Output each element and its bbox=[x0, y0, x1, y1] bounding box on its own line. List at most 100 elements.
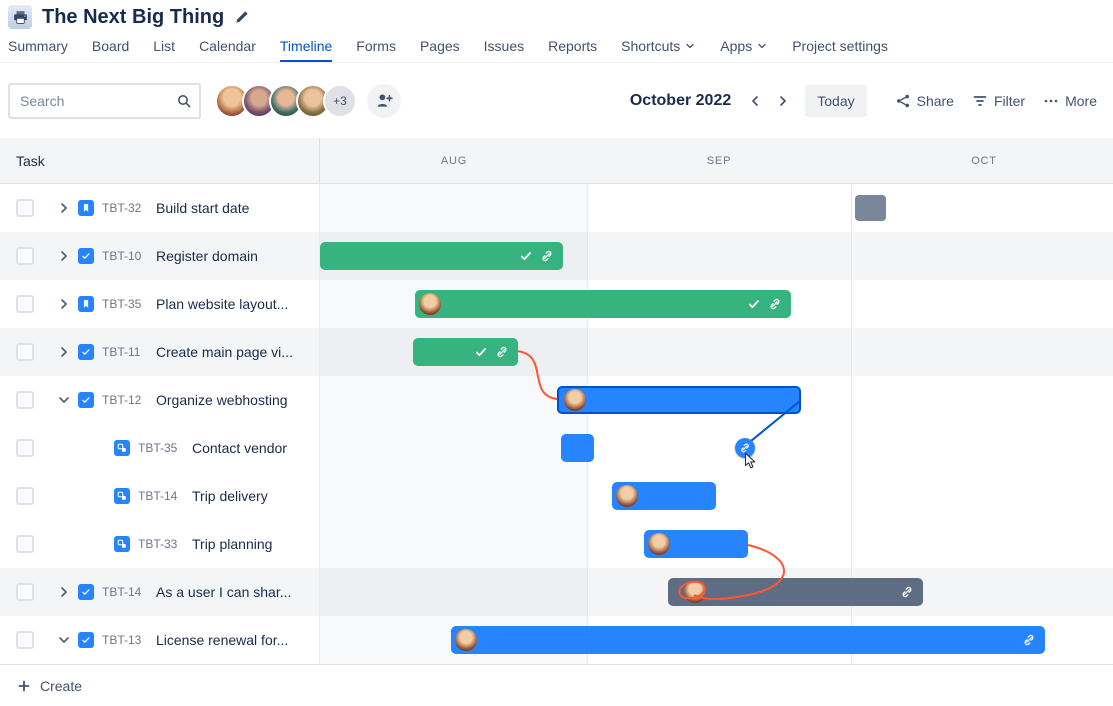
person-add-icon bbox=[376, 92, 393, 109]
task-row: TBT-11 Create main page vi... bbox=[0, 328, 1113, 376]
task-name[interactable]: Trip planning bbox=[192, 536, 273, 552]
tab-forms[interactable]: Forms bbox=[356, 38, 396, 54]
gantt-bar[interactable] bbox=[668, 578, 923, 606]
link-icon bbox=[739, 442, 751, 454]
row-checkbox[interactable] bbox=[16, 631, 34, 649]
task-name[interactable]: Build start date bbox=[156, 200, 250, 216]
ellipsis-icon bbox=[1043, 93, 1059, 109]
period-label: October 2022 bbox=[629, 91, 732, 109]
gantt-bar-done[interactable] bbox=[413, 338, 518, 366]
tab-label: Apps bbox=[720, 38, 753, 54]
task-row: TBT-10 Register domain bbox=[0, 232, 1113, 280]
task-key: TBT-35 bbox=[102, 297, 142, 311]
edit-title-button[interactable] bbox=[234, 9, 250, 25]
row-checkbox[interactable] bbox=[16, 391, 34, 409]
month-header: AUG SEP OCT bbox=[320, 138, 1113, 183]
tab-summary[interactable]: Summary bbox=[8, 38, 68, 54]
check-icon bbox=[474, 345, 488, 359]
gantt-bar-selected[interactable] bbox=[557, 386, 801, 414]
task-key: TBT-14 bbox=[102, 585, 142, 599]
tab-issues[interactable]: Issues bbox=[483, 38, 525, 54]
chevron-right-icon[interactable] bbox=[52, 296, 76, 312]
chevron-right-icon[interactable] bbox=[52, 344, 76, 360]
tab-project-settings[interactable]: Project settings bbox=[792, 38, 888, 54]
chevron-down-icon[interactable] bbox=[52, 632, 76, 648]
row-checkbox[interactable] bbox=[16, 199, 34, 217]
month-label: SEP bbox=[706, 154, 732, 167]
tab-shortcuts[interactable]: Shortcuts bbox=[621, 30, 696, 62]
timeline-toolbar: +3 October 2022 Today Share Filter More bbox=[0, 63, 1113, 138]
task-row: TBT-13 License renewal for... bbox=[0, 616, 1113, 664]
tab-timeline[interactable]: Timeline bbox=[280, 30, 332, 62]
tab-apps[interactable]: Apps bbox=[720, 30, 768, 62]
gantt-bar[interactable] bbox=[451, 626, 1045, 654]
avatar-stack: +3 bbox=[215, 83, 357, 118]
tab-reports[interactable]: Reports bbox=[548, 38, 598, 54]
more-button[interactable]: More bbox=[1043, 93, 1097, 109]
assignee-avatar bbox=[455, 629, 477, 651]
task-key: TBT-11 bbox=[102, 345, 141, 359]
add-user-button[interactable] bbox=[367, 83, 401, 118]
row-checkbox[interactable] bbox=[16, 295, 34, 313]
task-name[interactable]: Register domain bbox=[156, 248, 258, 264]
search-input[interactable] bbox=[8, 82, 201, 119]
task-name[interactable]: Create main page vi... bbox=[156, 344, 293, 360]
gantt-bar[interactable] bbox=[612, 482, 716, 510]
create-label: Create bbox=[40, 678, 83, 694]
row-checkbox[interactable] bbox=[16, 439, 34, 457]
create-button[interactable]: Create bbox=[0, 664, 1113, 706]
task-key: TBT-14 bbox=[138, 489, 178, 503]
check-icon bbox=[519, 249, 533, 263]
chevron-down-icon[interactable] bbox=[52, 392, 76, 408]
link-icon bbox=[540, 249, 554, 263]
chevron-down-icon bbox=[684, 40, 696, 52]
filter-label: Filter bbox=[993, 92, 1026, 109]
gantt-bar[interactable] bbox=[561, 434, 594, 462]
chevron-right-icon[interactable] bbox=[52, 248, 76, 264]
gantt-bar-done[interactable] bbox=[415, 290, 791, 318]
chevron-left-icon bbox=[747, 93, 763, 109]
task-type-icon bbox=[78, 344, 94, 360]
link-icon bbox=[495, 345, 509, 359]
assignee-avatar bbox=[684, 581, 706, 603]
gantt-bar-sprint[interactable] bbox=[855, 195, 886, 221]
project-avatar[interactable] bbox=[8, 5, 32, 29]
task-column-header: Task bbox=[0, 138, 320, 183]
share-button[interactable]: Share bbox=[895, 93, 954, 109]
tab-calendar[interactable]: Calendar bbox=[199, 38, 256, 54]
avatar-overflow-badge[interactable]: +3 bbox=[323, 83, 357, 118]
task-name[interactable]: Organize webhosting bbox=[156, 392, 288, 408]
task-name[interactable]: Plan website layout... bbox=[156, 296, 289, 312]
row-checkbox[interactable] bbox=[16, 247, 34, 265]
tab-pages[interactable]: Pages bbox=[419, 38, 460, 54]
task-name[interactable]: Trip delivery bbox=[192, 488, 268, 504]
row-checkbox[interactable] bbox=[16, 343, 34, 361]
chevron-right-icon[interactable] bbox=[52, 200, 76, 216]
tab-board[interactable]: Board bbox=[91, 38, 130, 54]
task-row: TBT-14 As a user I can shar... bbox=[0, 568, 1113, 616]
assignee-avatar bbox=[564, 389, 586, 411]
next-period-button[interactable] bbox=[769, 87, 797, 115]
row-checkbox[interactable] bbox=[16, 583, 34, 601]
task-name[interactable]: License renewal for... bbox=[156, 632, 289, 648]
task-name[interactable]: As a user I can shar... bbox=[156, 584, 292, 600]
today-button[interactable]: Today bbox=[805, 84, 867, 117]
tab-list[interactable]: List bbox=[153, 38, 176, 54]
prev-period-button[interactable] bbox=[741, 87, 769, 115]
subtask-row: TBT-33 Trip planning bbox=[0, 520, 1113, 568]
chevron-right-icon[interactable] bbox=[52, 584, 76, 600]
share-label: Share bbox=[916, 92, 954, 109]
dependency-link-handle[interactable] bbox=[735, 438, 755, 458]
gantt-bar[interactable] bbox=[644, 530, 748, 558]
task-key: TBT-10 bbox=[102, 249, 142, 263]
gantt-bar-done[interactable] bbox=[320, 242, 563, 270]
subtask-row: TBT-14 Trip delivery bbox=[0, 472, 1113, 520]
subtask-type-icon bbox=[114, 440, 130, 456]
filter-button[interactable]: Filter bbox=[972, 93, 1025, 109]
row-checkbox[interactable] bbox=[16, 535, 34, 553]
subtask-row: TBT-35 Contact vendor bbox=[0, 424, 1113, 472]
row-checkbox[interactable] bbox=[16, 487, 34, 505]
share-icon bbox=[895, 93, 911, 109]
task-name[interactable]: Contact vendor bbox=[192, 440, 287, 456]
search-icon bbox=[176, 93, 192, 109]
